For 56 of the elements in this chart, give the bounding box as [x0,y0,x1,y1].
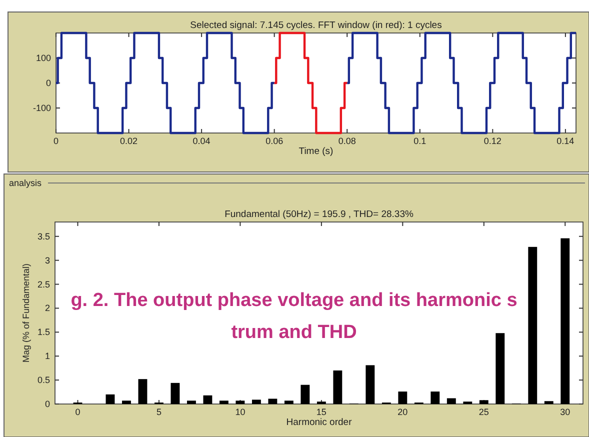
annotation: g. 2. The output phase voltage and its harmonic s [70,290,518,311]
bar [479,400,488,404]
bar [544,401,554,404]
x-tick-label: 30 [560,407,570,417]
bar [106,394,115,404]
y-tick-label: 2 [44,303,50,314]
x-tick-label: 20 [398,407,408,417]
bar [122,400,131,404]
y-axis-title: Mag (% of Fundamental) [21,263,31,363]
bar [366,365,375,404]
x-tick-label: 5 [156,407,162,417]
annotation: trum and THD [231,322,357,343]
y-tick-label: 3.5 [37,231,50,242]
bar [528,246,538,404]
bar [187,400,196,404]
bar [203,395,212,404]
text: analysis [9,178,42,188]
x-tick-label: 0.06 [266,136,284,146]
y-tick-label: 0 [44,399,50,409]
bar [430,392,440,404]
x-tick-label: 10 [235,407,246,417]
bar [219,400,228,404]
y-tick-label: 2.5 [37,279,50,290]
bar [252,400,261,404]
bar [398,392,408,404]
chart-title: Selected signal: 7.145 cycles. FFT window (in red): 1 cycles [190,20,442,31]
x-axis-title: Harmonic order [286,417,352,428]
y-tick-label: 3 [44,255,50,266]
bar [268,398,278,404]
bar [170,382,180,404]
x-tick-label: 0.02 [120,136,138,146]
x-tick-label: 15 [316,407,326,417]
bar [138,379,148,404]
bar [496,333,505,404]
x-tick-label: 0.1 [414,136,426,146]
chart-title: Fundamental (50Hz) = 195.9 , THD= 28.33% [224,209,414,220]
y-tick-label: 1.5 [37,327,50,338]
x-tick-label: 0 [75,407,80,417]
bar [560,238,570,404]
bar [333,370,342,404]
y-tick-label: -100 [32,103,51,113]
bar [236,400,245,404]
bar [300,384,310,404]
x-tick-label: 0.04 [192,136,210,146]
x-tick-label: 0.14 [556,136,574,146]
bar [446,398,456,404]
x-tick-label: 0.12 [484,136,502,146]
y-tick-label: 100 [36,53,51,63]
y-tick-label: 1 [44,351,50,362]
x-tick-label: 25 [478,407,489,417]
x-tick-label: 0 [53,136,59,146]
bar [284,400,294,404]
x-axis-title: Time (s) [298,146,334,157]
y-tick-label: 0 [46,78,51,88]
y-tick-label: 0.5 [37,375,50,386]
x-tick-label: 0.08 [338,136,356,146]
